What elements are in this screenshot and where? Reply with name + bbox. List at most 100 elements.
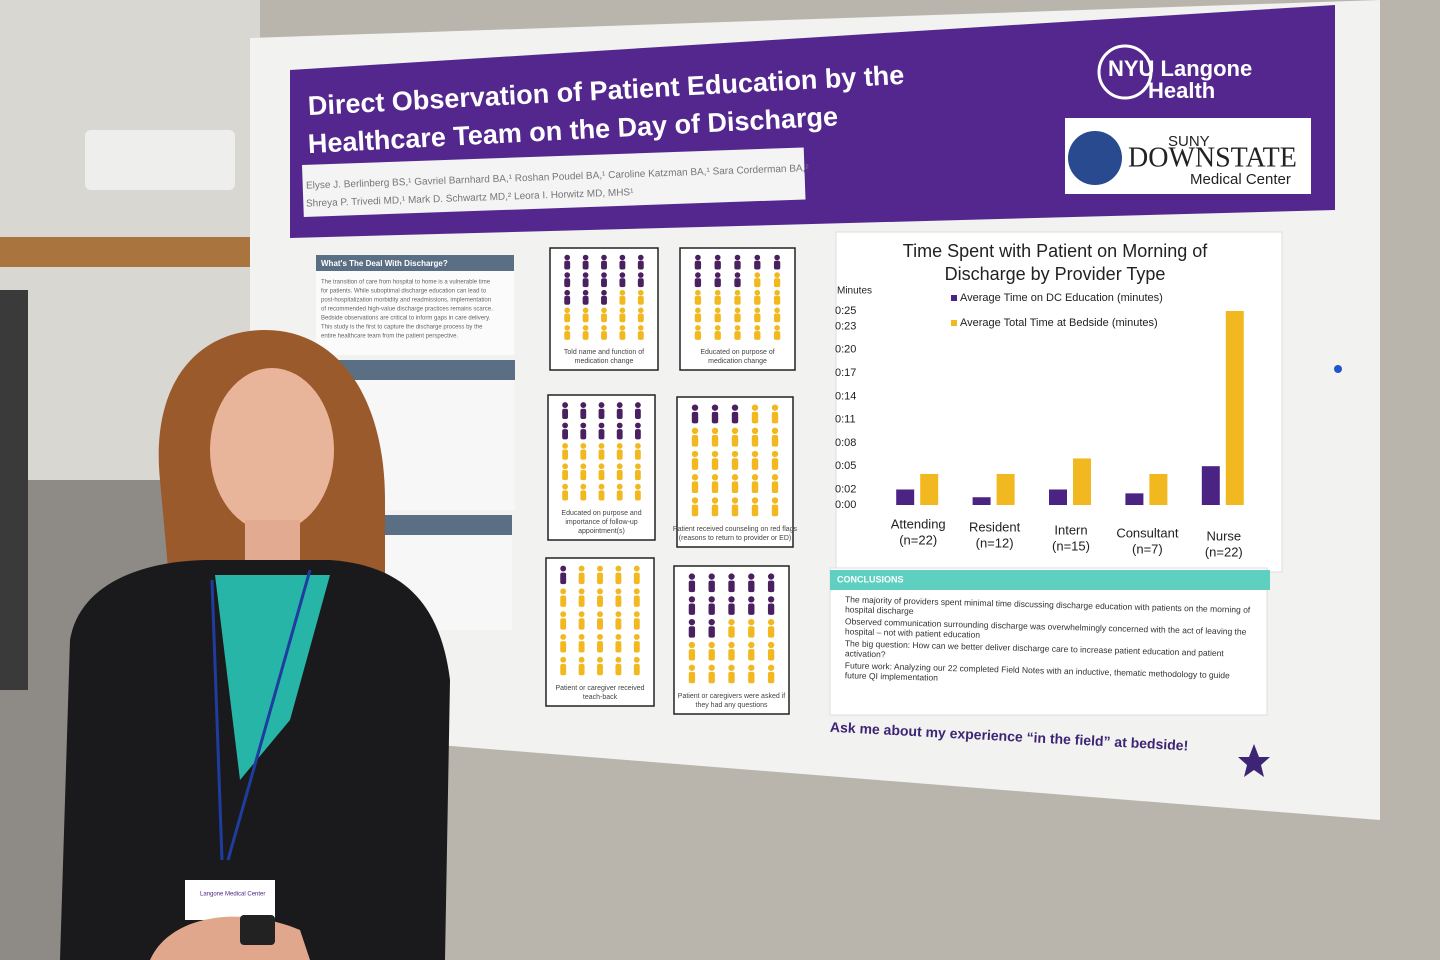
icon-body [580,429,587,440]
person-icon [601,272,607,288]
icon-head [711,404,719,411]
person-icon [711,427,719,447]
nyu-logo-ring [1097,44,1153,100]
icon-head [580,442,587,449]
panel-caption: (reasons to return to provider or ED) [679,535,791,542]
icon-head [597,565,603,572]
x-tick-label: Attending [891,516,946,531]
icon-body [688,603,696,615]
icon-head [751,497,759,504]
icon-head [578,656,585,663]
person-icon [771,404,779,424]
icon-head [751,404,759,411]
icon-body [754,278,761,288]
person-icon [748,664,755,684]
face [210,368,334,532]
icon-head [615,656,622,663]
x-tick-label: Intern [1054,522,1087,537]
icon-body [582,260,589,270]
icon-body [560,663,567,676]
icon-head [580,422,587,429]
icon-body [597,595,603,607]
icon-body [619,331,626,340]
icon-body [751,458,759,470]
bar [896,489,915,505]
icon-body [598,490,605,501]
person-icon [708,641,715,661]
person-icon [688,573,696,593]
x-tick-label: Resident [969,519,1021,534]
person-icon [728,641,735,661]
intro-box [316,255,514,355]
icon-body [562,469,569,481]
icon-body [714,260,721,270]
icon-body [771,411,779,424]
panel-caption: Told name and function of [564,349,644,356]
chart-frame [835,231,1283,573]
person-icon [619,254,626,270]
person-icon [637,289,644,305]
intro-text: for patients. While suboptimal discharge… [321,289,487,295]
icon-head [695,307,701,314]
person-icon [694,325,702,340]
person-icon [580,463,587,481]
intro-text: post-hospitalization morbidity and readm… [321,298,491,304]
icon-head [754,289,761,296]
person-icon [711,404,719,424]
icon-head [634,463,641,470]
person-icon [616,422,623,440]
bar [1149,473,1168,505]
person-icon [616,483,623,501]
icon-body [615,641,622,653]
shirt [215,575,330,780]
person-icon [688,618,696,638]
person-icon [597,656,603,676]
person-icon [731,450,739,470]
icon-head [578,588,585,595]
icon-head [771,450,779,458]
person-icon [731,474,739,494]
person-icon [634,402,641,419]
icon-body [578,663,585,676]
person-icon [615,656,622,676]
person-icon [560,634,567,653]
icon-body [619,313,626,323]
icon-head [708,641,715,649]
person-icon [578,634,585,653]
person-icon [728,573,735,593]
icon-head [714,325,721,331]
person-icon [582,254,589,270]
icon-body [615,618,622,630]
icon-head [598,422,605,429]
person-icon [754,272,761,288]
icon-body [688,626,696,638]
person-icon [688,641,696,661]
person-icon [731,497,739,517]
person-icon [601,289,607,305]
icon-head [754,325,761,331]
person-icon [562,402,569,419]
icon-body [616,449,623,460]
person-icon [767,641,775,661]
icon-body [691,411,699,424]
icon-head [734,325,741,331]
icon-head [695,272,701,278]
icon-body [560,641,567,653]
person-icon [598,422,605,440]
bar [1073,458,1091,505]
person-icon [714,254,721,270]
bar [1225,311,1244,505]
person-icon [637,307,644,323]
icon-head [597,634,603,640]
person-icon [564,289,571,305]
person-icon [767,596,775,615]
icon-head [633,611,640,618]
icon-head [637,307,644,314]
icon-head [564,289,571,296]
icon-body [711,481,719,494]
projector [85,130,235,190]
icon-body [634,408,641,419]
person-icon [597,611,603,630]
icon-head [597,588,603,595]
person-icon [691,450,699,470]
